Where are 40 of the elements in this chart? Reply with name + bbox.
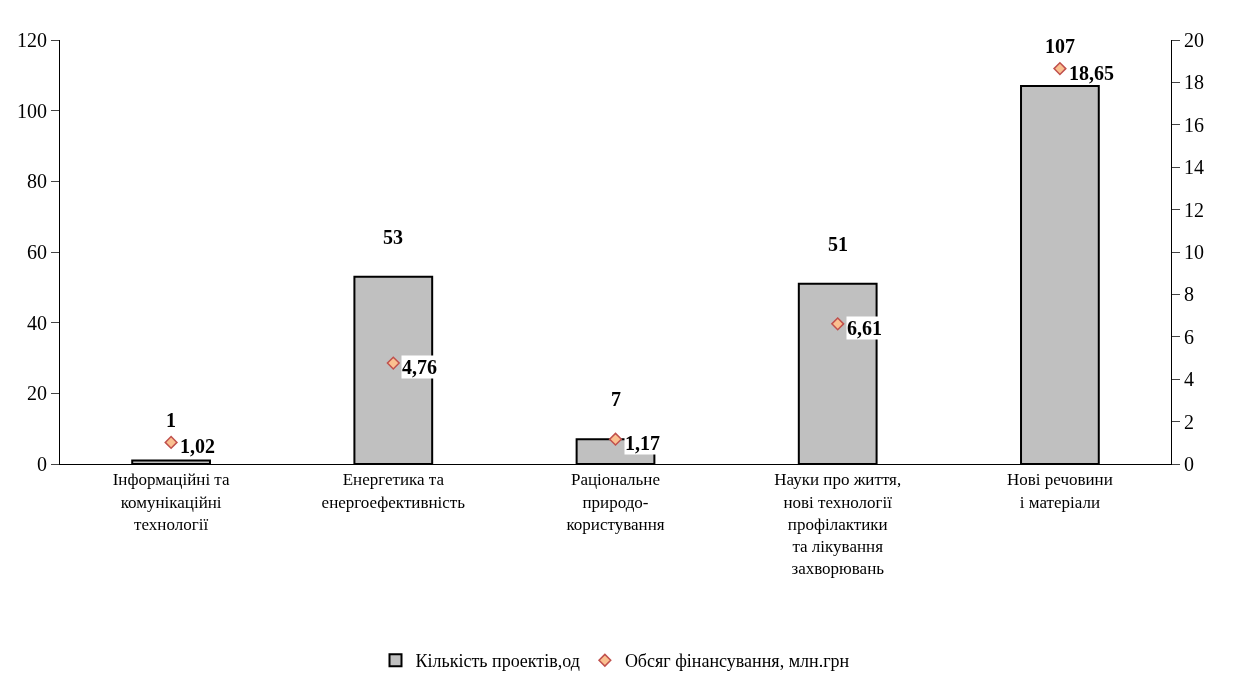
x-tick-label: Інформаційні та комунікаційні технології	[112, 470, 230, 534]
legend-label: Кількість проектів,од	[415, 651, 580, 672]
data-label: 51	[828, 233, 848, 255]
point	[831, 317, 845, 331]
y2-tick-label: 14	[1184, 156, 1204, 179]
y2-tick-label: 4	[1184, 368, 1194, 391]
y-tick-label: 60	[27, 241, 47, 263]
y2-tick-label: 0	[1184, 453, 1194, 475]
data-label: 7	[611, 388, 621, 410]
data-label: 53	[383, 226, 403, 248]
y2-tick-label: 6	[1184, 325, 1194, 348]
data-label: 6,61	[847, 317, 882, 339]
data-label: 4,76	[402, 356, 437, 378]
point	[608, 432, 623, 446]
data-label: 1,17	[625, 432, 660, 454]
y2-tick-label: 8	[1184, 283, 1194, 306]
y2-tick-label: 12	[1184, 198, 1204, 221]
x-tick-label: Нові речовини і матеріали	[1007, 470, 1113, 512]
point	[164, 435, 178, 449]
data-label: 1	[166, 409, 176, 431]
point	[1053, 62, 1067, 76]
y2-tick-label: 2	[1184, 410, 1194, 433]
data-label: 1,02	[180, 435, 215, 457]
y2-tick-label: 18	[1184, 71, 1204, 94]
y2-tick-label: 10	[1184, 241, 1204, 263]
y2-tick-label: 20	[1184, 29, 1204, 51]
y-tick-label: 40	[27, 311, 47, 334]
data-label: 18,65	[1069, 62, 1114, 84]
y-tick-label: 0	[37, 453, 47, 475]
y2-tick-label: 16	[1184, 113, 1204, 136]
y-tick-label: 120	[17, 29, 47, 51]
y-tick-label: 20	[27, 382, 47, 405]
x-tick-label: Енергетика та енергоефективність	[321, 470, 466, 512]
legend-label: Обсяг фінансування, млн.грн	[624, 651, 850, 672]
x-tick-label: Науки про життя, нові технології профілактики та лікування захворювань	[774, 470, 902, 578]
y-tick-label: 100	[17, 99, 47, 122]
x-tick-label: Раціональне природо- користування	[566, 470, 665, 534]
data-label: 107	[1045, 35, 1075, 57]
point	[386, 356, 400, 370]
y-tick-label: 80	[27, 170, 47, 193]
